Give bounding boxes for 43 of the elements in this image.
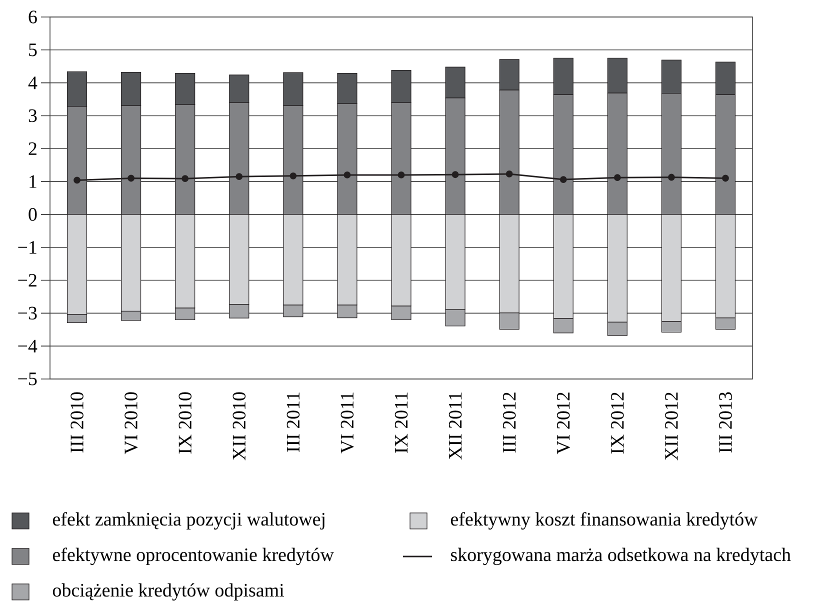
x-tick-label: XII 2012 (665, 392, 678, 460)
y-tick-label: −4 (18, 340, 38, 352)
y-tick-label: −5 (18, 372, 37, 386)
y-tick-label: −1 (18, 241, 36, 254)
y-tick-label: −2 (18, 274, 36, 287)
legend-label: efektywny koszt finansowania kredytów (450, 512, 758, 530)
x-tick-label: IX 2010 (178, 392, 192, 454)
point (668, 174, 675, 181)
point (398, 172, 405, 178)
point (506, 170, 513, 178)
y-tick-label: 4 (28, 76, 38, 90)
x-tick-label: VI 2011 (340, 392, 354, 454)
point (236, 173, 243, 180)
y-tick-label: −3 (18, 306, 37, 320)
y-tick-label: 3 (28, 109, 37, 122)
y-tick-label: 6 (28, 10, 37, 24)
x-tick-label: VI 2012 (556, 392, 570, 454)
x-tick-label: III 2011 (286, 392, 300, 452)
legend-label: obciążenie kredytów odpisami (52, 583, 284, 601)
legend-label: efekt zamknięcia pozycji walutowej (52, 512, 324, 530)
y-tick-label: 5 (29, 44, 37, 56)
point (128, 174, 135, 182)
x-tick-label: IX 2012 (611, 392, 624, 454)
x-tick-label: III 2013 (719, 392, 732, 453)
x-tick-label: III 2010 (70, 392, 84, 453)
legend-label: efektywne oprocentowanie kredytów (52, 548, 334, 566)
point (344, 172, 351, 178)
point (614, 174, 621, 182)
x-tick-label: XII 2010 (232, 392, 246, 460)
point (182, 175, 189, 182)
legend-label: skorygowana marża odsetkowa na kredytach (450, 548, 791, 566)
x-tick-label: IX 2011 (394, 392, 408, 453)
point (452, 171, 459, 178)
point (74, 176, 80, 184)
point (722, 174, 729, 182)
x-tick-label: VI 2010 (124, 392, 138, 454)
point (290, 172, 297, 180)
y-tick-label: 2 (28, 142, 36, 155)
x-tick-label: XII 2011 (448, 392, 462, 460)
y-tick-label: 0 (28, 208, 37, 221)
x-tick-label: III 2012 (502, 392, 516, 453)
y-tick-label: 1 (30, 175, 36, 188)
point (560, 176, 567, 184)
